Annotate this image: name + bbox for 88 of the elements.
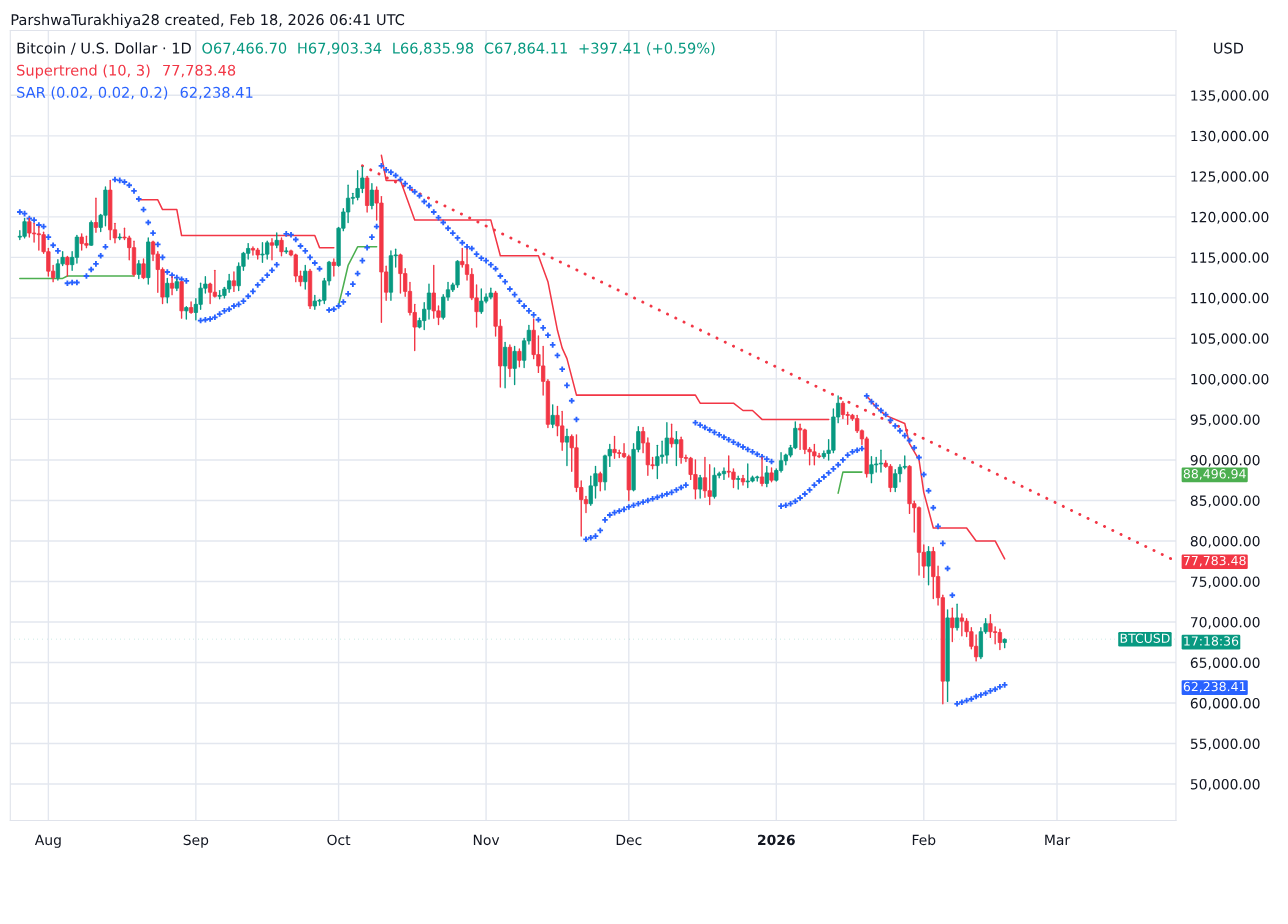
candlestick — [816, 452, 822, 459]
annotation: C67,864.11 — [484, 42, 567, 56]
candlestick — [598, 471, 603, 492]
y-tick-label: 75,000.00 — [1190, 576, 1260, 589]
annotation: L66,835.98 — [393, 42, 474, 56]
text: 17:18:36 — [1184, 636, 1239, 646]
candlestick — [926, 545, 931, 586]
candlestick — [303, 264, 308, 290]
candlestick — [479, 288, 484, 314]
candlestick — [721, 467, 727, 481]
y-tick-label: 95,000.00 — [1190, 414, 1260, 427]
y-tick-label: 130,000.00 — [1191, 130, 1269, 143]
y-tick-label: 100,000.00 — [1191, 373, 1269, 386]
candlestick — [797, 423, 803, 451]
candlestick — [664, 421, 669, 464]
y-tick-label: 105,000.00 — [1191, 333, 1269, 346]
y-tick-label: 110,000.00 — [1191, 292, 1269, 305]
candlestick — [878, 449, 884, 473]
candlestick — [31, 222, 37, 243]
candlestick — [208, 282, 213, 305]
candlestick — [65, 255, 70, 277]
candlestick — [331, 258, 336, 277]
candlestick — [759, 456, 765, 487]
candlestick — [165, 277, 170, 304]
candlestick — [426, 283, 432, 320]
candlestick — [141, 258, 146, 280]
x-tick-label: Nov — [473, 834, 500, 846]
annotation: 62,238.41 — [180, 86, 253, 100]
candlestick — [250, 246, 256, 256]
text: 62,238.41 — [1183, 681, 1246, 693]
candlestick — [669, 423, 674, 448]
y-tick-label: 55,000.00 — [1190, 738, 1260, 751]
y-tick-label: 115,000.00 — [1191, 252, 1269, 265]
candlestick — [502, 341, 508, 389]
annotation: O67,466.70 — [202, 42, 287, 56]
y-tick-label: 85,000.00 — [1190, 495, 1260, 508]
text: 77,783.48 — [1183, 555, 1246, 567]
candlestick — [954, 603, 960, 631]
x-tick-label: Aug — [34, 834, 61, 848]
y-tick-label: 90,000.00 — [1190, 454, 1260, 467]
y-tick-label: 70,000.00 — [1190, 616, 1260, 629]
candlestick — [212, 269, 218, 298]
annotation: H67,903.34 — [298, 42, 382, 56]
candlestick — [655, 444, 660, 480]
y-tick-label: 65,000.00 — [1190, 657, 1260, 670]
candlestick — [507, 344, 512, 378]
candlestick — [679, 436, 684, 464]
candlestick — [93, 197, 99, 233]
candlestick — [369, 182, 375, 210]
text: 88,496.94 — [1183, 469, 1246, 480]
candlestick — [702, 456, 708, 498]
x-tick-label: Mar — [1045, 834, 1071, 846]
candlestick — [740, 474, 746, 486]
text: ParshwaTurakhiya28 created, Feb 18, 2026 06:41 UTC — [11, 13, 405, 28]
y-axis-title: USD — [1214, 42, 1244, 54]
candlestick — [231, 271, 237, 293]
candlestick — [269, 238, 275, 261]
candlestick — [973, 634, 979, 662]
candlestick — [659, 440, 665, 464]
candlestick — [55, 259, 61, 281]
candlestick — [550, 404, 555, 429]
x-tick-label: Sep — [183, 834, 209, 848]
candlestick — [674, 430, 679, 467]
candlestick — [512, 345, 517, 386]
candlestick — [74, 234, 80, 264]
text: Bitcoin / U.S. Dollar · 1D — [17, 42, 191, 55]
text: Supertrend (10, 3) — [17, 64, 150, 79]
x-tick-label: Dec — [616, 834, 642, 846]
text: SAR (0.02, 0.02, 0.2) — [17, 86, 168, 100]
candlestick — [698, 474, 703, 499]
x-tick-label: Feb — [912, 834, 936, 846]
annotation: +397.41 (+0.59%) — [579, 42, 715, 56]
y-tick-label: 120,000.00 — [1191, 211, 1269, 224]
y-tick-label: 125,000.00 — [1191, 171, 1269, 184]
y-tick-label: 80,000.00 — [1190, 535, 1260, 548]
candlestick — [89, 220, 94, 246]
x-tick-label: Oct — [327, 834, 351, 846]
candlestick — [950, 607, 955, 643]
candlestick — [764, 465, 769, 488]
candlestick — [893, 468, 898, 493]
annotation: 77,783.48 — [163, 64, 236, 78]
y-tick-label: 60,000.00 — [1190, 697, 1260, 710]
y-tick-label: 50,000.00 — [1190, 779, 1260, 791]
x-tick-label: 2026 — [758, 834, 795, 846]
candlestick — [564, 428, 570, 467]
y-tick-label: 135,000.00 — [1191, 90, 1269, 103]
ref-line-label: BTCUSD — [1120, 633, 1170, 643]
candlestick — [997, 628, 1003, 651]
